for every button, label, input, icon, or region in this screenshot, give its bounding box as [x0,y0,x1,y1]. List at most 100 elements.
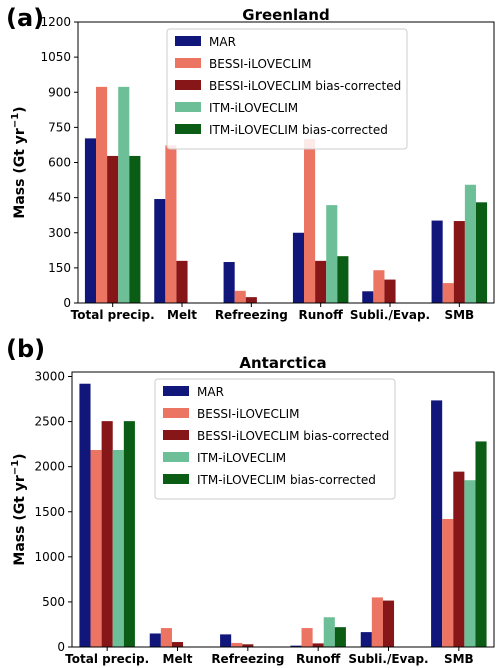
chart-0-ylabel-close: ) [12,106,28,112]
chart-1-category-melt: Melt [163,652,193,666]
chart-1-legend-swatch-mar [163,386,189,396]
chart-1-plot-frame [71,371,495,648]
chart-1-ytick-label: 0 [57,640,65,654]
chart-0-bar-mar-runoff [292,232,305,303]
chart-1-legend-swatch-itm-iloveclim-bias-corrected [163,474,189,484]
chart-1-ytick-label: 1000 [34,550,65,564]
chart-0-bar-bessi-iloveclim-bias-corrected-smb [453,221,465,303]
chart-0-legend-swatch-itm-iloveclim-bias-corrected [175,124,201,134]
chart-0-bar-bessi-iloveclim-melt [165,145,177,303]
chart-0-bar-itm-iloveclim-smb [464,184,476,303]
chart-0-legend-label-itm-iloveclim-bias-corrected: ITM-iLOVECLIM bias-corrected [209,123,388,137]
chart-0-category-subli-evap: Subli./Evap. [350,308,430,322]
chart-0-ytick-label: 600 [48,156,71,170]
chart-1-ylabel-exponent: −1 [10,460,21,475]
chart-0-ytick-label: 750 [48,120,71,134]
chart-1-bar-mar-total-precip [79,383,91,647]
chart-0-category-total-precip: Total precip. [71,308,155,322]
chart-1-category-smb: SMB [444,652,474,666]
chart-0-bar-bessi-iloveclim-bias-corrected-melt [176,260,188,303]
chart-1-bar-itm-iloveclim-bias-corrected-smb [475,441,487,647]
chart-0-title: Greenland [242,6,329,24]
chart-0-bar-bessi-iloveclim-bias-corrected-total-precip [107,155,119,303]
chart-0-legend-label-itm-iloveclim: ITM-iLOVECLIM [209,101,298,115]
chart-1-ylabel: Mass (Gt yr−1) [10,453,28,565]
chart-0-bar-bessi-iloveclim-refreezing [234,290,246,303]
chart-1-bar-bessi-iloveclim-bias-corrected-melt [171,642,184,647]
chart-0-bar-mar-subli-evap [362,291,374,303]
chart-0-legend-swatch-bessi-iloveclim [175,58,201,68]
chart-0-bar-bessi-iloveclim-runoff [304,139,316,303]
chart-1-ytick-label: 1500 [34,505,65,519]
chart-1-bar-itm-iloveclim-bias-corrected-runoff [334,627,346,647]
chart-0-legend-label-bessi-iloveclim: BESSI-iLOVECLIM [209,57,312,71]
chart-0-bar-bessi-iloveclim-bias-corrected-refreezing [245,297,257,303]
chart-0-category-runoff: Runoff [299,308,344,322]
chart-1-legend-label-bessi-iloveclim: BESSI-iLOVECLIM [197,407,300,421]
chart-1-legend-swatch-itm-iloveclim [163,452,189,462]
chart-1-panel-label: (b) [6,335,45,363]
chart-1-bar-bessi-iloveclim-runoff [301,628,313,647]
chart-0-bar-bessi-iloveclim-subli-evap [373,270,385,303]
chart-1-ytick-label: 500 [42,595,65,609]
chart-0-ytick-label: 450 [48,191,71,205]
chart-0-ytick-label: 150 [48,261,71,275]
chart-0-ytick-label: 0 [63,296,71,310]
chart-0-bar-itm-iloveclim-bias-corrected-smb [475,202,488,303]
chart-0-ytick-label: 900 [48,85,71,99]
chart-0-bar-mar-total-precip [84,138,97,303]
chart-1-bar-itm-iloveclim-total-precip [112,449,124,647]
chart-0-legend-swatch-bessi-iloveclim-bias-corrected [175,80,201,90]
chart-1-bar-mar-runoff [290,645,302,647]
chart-0-bar-itm-iloveclim-bias-corrected-total-precip [129,155,141,303]
chart-0-ylabel-main: Mass (Gt yr [12,128,28,219]
chart-1-bar-bessi-iloveclim-smb [442,518,454,647]
chart-0-bar-bessi-iloveclim-total-precip [96,86,108,303]
chart-1-ylabel-close: ) [12,453,28,459]
chart-1-bar-bessi-iloveclim-bias-corrected-subli-evap [382,600,395,647]
chart-0-ylabel-exponent: −1 [10,113,21,128]
chart-panel-antarctica: (b) Antarctica 0 500 1000 1500 2000 2500 3000 Tot… [6,335,495,666]
chart-1-bar-bessi-iloveclim-bias-corrected-runoff [312,643,324,647]
chart-1-category-subli-evap: Subli./Evap. [348,652,428,666]
chart-1-bar-itm-iloveclim-bias-corrected-total-precip [123,421,135,647]
chart-0-legend-label-bessi-iloveclim-bias-corrected: BESSI-iLOVECLIM bias-corrected [209,79,401,93]
chart-1-legend-label-itm-iloveclim: ITM-iLOVECLIM [197,451,286,465]
chart-0-bar-itm-iloveclim-runoff [326,205,338,303]
chart-1-category-runoff: Runoff [296,652,341,666]
chart-1-ytick-label: 2000 [34,460,65,474]
chart-1-bar-mar-subli-evap [360,632,372,647]
chart-1-bar-mar-melt [149,633,161,647]
chart-0-category-smb: SMB [444,308,474,322]
chart-1-legend-label-bessi-iloveclim-bias-corrected: BESSI-iLOVECLIM bias-corrected [197,429,389,443]
chart-0-bar-itm-iloveclim-total-precip [118,86,130,303]
chart-0-category-refreezing: Refreezing [215,308,288,322]
chart-1-bar-itm-iloveclim-smb [464,480,476,647]
chart-1-legend-swatch-bessi-iloveclim-bias-corrected [163,430,189,440]
chart-1-bar-bessi-iloveclim-bias-corrected-smb [453,471,465,647]
chart-1-legend [154,378,396,500]
chart-0-bar-mar-refreezing [223,262,235,303]
chart-1-bar-bessi-iloveclim-bias-corrected-refreezing [242,644,254,647]
chart-panel-greenland: (a) Greenland 0 150 300 450 600 750 900 1050 1200 T… [6,4,495,322]
chart-0-bar-itm-iloveclim-bias-corrected-runoff [337,256,349,303]
chart-0-legend-swatch-itm-iloveclim [175,102,201,112]
chart-0-bar-bessi-iloveclim-smb [442,283,454,303]
chart-0-bar-mar-melt [154,199,166,303]
chart-1-ytick-label: 2500 [34,415,65,429]
chart-1-bar-bessi-iloveclim-refreezing [231,642,243,647]
chart-0-bar-mar-smb [431,220,443,303]
chart-0-bar-bessi-iloveclim-bias-corrected-runoff [315,260,327,303]
chart-0-bar-bessi-iloveclim-bias-corrected-subli-evap [384,279,396,303]
chart-1-ytick-label: 3000 [34,370,65,384]
chart-1-ylabel-main: Mass (Gt yr [12,475,28,566]
chart-0-panel-label: (a) [6,4,44,32]
chart-1-bar-bessi-iloveclim-bias-corrected-total-precip [101,421,113,647]
chart-1-category-refreezing: Refreezing [211,652,284,666]
chart-1-bar-bessi-iloveclim-total-precip [90,449,102,647]
chart-1-legend-label-itm-iloveclim-bias-corrected: ITM-iLOVECLIM bias-corrected [197,473,376,487]
chart-1-bar-bessi-iloveclim-subli-evap [371,597,383,647]
chart-1-legend-swatch-bessi-iloveclim [163,408,189,418]
chart-0-ytick-label: 1200 [40,15,71,29]
